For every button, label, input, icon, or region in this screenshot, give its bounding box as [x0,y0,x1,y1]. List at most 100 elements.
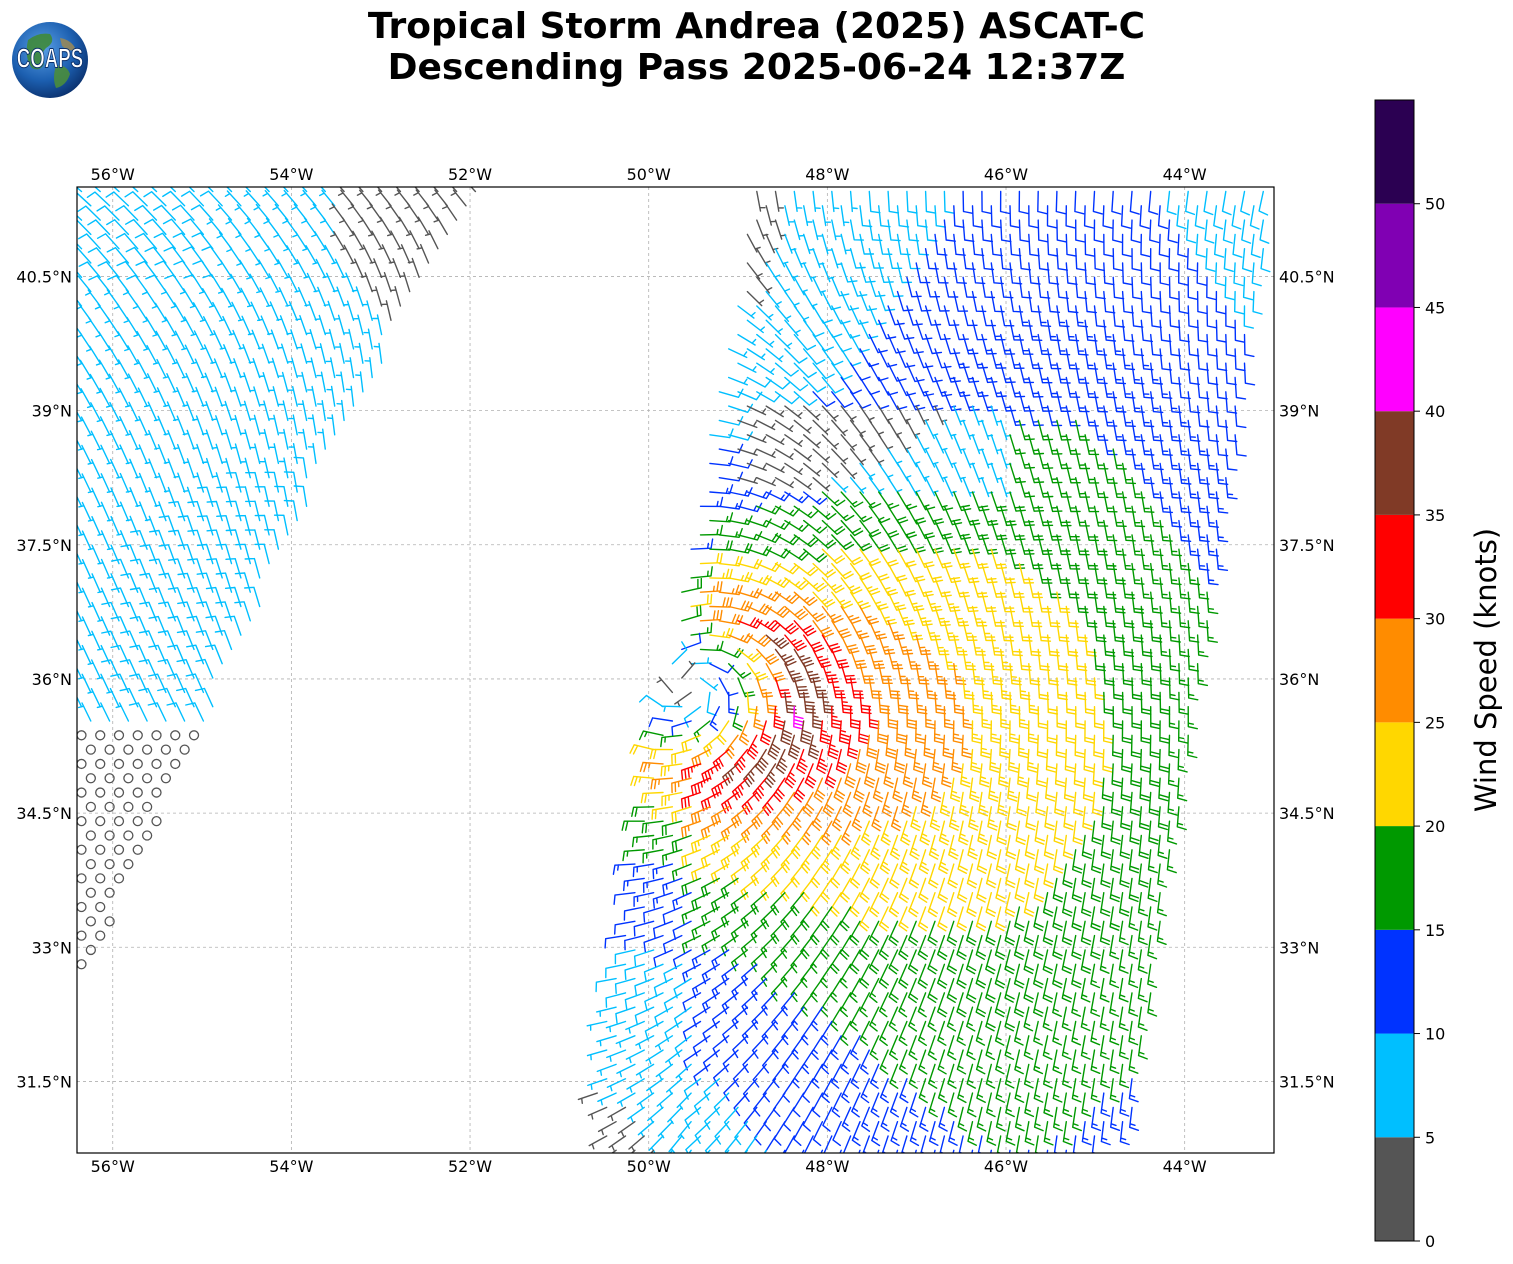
wind-barb [928,1121,939,1146]
wind-barb [831,505,855,522]
wind-barb [307,385,317,407]
colorbar-segment [1375,618,1414,723]
wind-barb [187,529,205,550]
wind-barb [132,730,143,741]
wind-barb [918,1078,928,1104]
wind-barb [909,1121,920,1147]
wind-barb [215,572,233,593]
wind-barb [734,1121,749,1146]
wind-barb [1053,849,1064,874]
wind-barb [134,232,158,250]
wind-barb [1215,348,1228,372]
wind-barb [1056,477,1072,498]
wind-barb [1118,1035,1129,1060]
wind-barb [1062,834,1074,860]
wind-barb [206,500,223,522]
y-tick-label-left: 39°N [32,402,72,421]
wind-barb [245,245,261,264]
wind-barb [829,892,842,917]
wind-barb [95,758,106,770]
wind-barb [746,348,766,361]
wind-barb [1018,333,1034,355]
wind-barb [990,434,1003,455]
wind-barb [1081,863,1092,888]
wind-barb [878,963,889,989]
wind-barb [709,456,734,467]
wind-barb [1093,362,1108,385]
wind-barb [765,634,790,650]
wind-barb [227,301,242,321]
wind-barb [790,920,805,945]
wind-barb [339,187,345,193]
wind-barb [934,348,952,369]
wind-barb [951,748,962,773]
wind-barb [604,934,627,949]
wind-barb [199,190,223,207]
wind-barb [208,301,223,321]
wind-barb [210,386,223,407]
wind-barb [220,429,233,450]
wind-barb [1037,362,1053,384]
wind-barb [1128,1020,1139,1046]
wind-barb [691,748,711,769]
x-tick-label-top: 56°W [91,165,135,184]
wind-barb [896,691,909,715]
wind-barb [1061,920,1073,946]
wind-barb [849,648,868,669]
wind-barb [135,444,148,465]
wind-barb [1140,233,1151,258]
wind-barb [1000,648,1014,671]
wind-barb [215,543,233,565]
colorbar-tick-label: 30 [1425,610,1445,629]
wind-barb [718,388,744,398]
wind-barb [812,362,835,380]
wind-barb [917,963,928,989]
wind-barb [760,720,772,746]
wind-barb [881,791,893,817]
wind-barb [720,820,739,842]
wind-barb [577,1092,598,1104]
wind-barb [728,600,753,612]
wind-barb [762,791,777,816]
wind-barb [257,315,270,336]
wind-barb [1013,934,1025,960]
wind-barb [1099,1035,1110,1060]
colorbar-segment [1375,1033,1414,1138]
wind-barb [864,763,876,789]
wind-barb [1034,820,1045,845]
wind-barb [1119,1121,1130,1146]
wind-barb [612,863,636,875]
wind-barb [938,1106,948,1132]
wind-barb [353,314,364,336]
wind-barb [147,702,167,722]
wind-barb [214,630,233,651]
wind-barb [990,290,1005,313]
wind-barb [1187,648,1199,672]
wind-barb [906,677,920,700]
wind-barb [790,892,805,917]
wind-barb [801,1049,814,1075]
wind-barb [206,529,223,550]
wind-barb [699,640,724,652]
wind-barb [833,777,846,803]
x-tick-label-bottom: 46°W [984,1157,1028,1176]
wind-barb [1072,849,1083,874]
wind-barb [774,534,800,546]
wind-barb [153,387,167,407]
wind-barb [730,892,749,914]
wind-barb [1109,906,1120,931]
wind-barb [675,1063,692,1081]
wind-barb [746,603,772,616]
wind-barb [202,273,223,293]
wind-barb [1056,448,1072,470]
wind-barb [1018,591,1034,613]
wind-barb [910,806,921,832]
wind-barb [718,527,743,538]
wind-barb [1004,1035,1015,1060]
wind-barb [906,591,925,612]
wind-barb [1100,1063,1111,1089]
wind-barb [681,934,702,954]
wind-barb [1119,892,1130,917]
wind-barb [1110,849,1121,874]
wind-barb [192,443,205,465]
